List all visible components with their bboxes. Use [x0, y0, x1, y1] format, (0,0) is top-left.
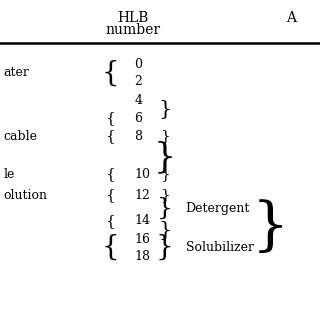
Text: 14: 14 [134, 214, 150, 227]
Text: 2: 2 [134, 75, 142, 88]
Text: 8: 8 [134, 130, 142, 142]
Text: 6: 6 [134, 112, 142, 125]
Text: 0: 0 [134, 58, 142, 70]
Text: }: } [154, 140, 176, 174]
Text: }: } [160, 188, 170, 202]
Text: }: } [160, 167, 170, 181]
Text: {: { [106, 129, 115, 143]
Text: }: } [252, 200, 289, 256]
Text: olution: olution [3, 189, 47, 202]
Text: {: { [106, 214, 115, 228]
Text: }: } [158, 100, 172, 119]
Text: Solubilizer: Solubilizer [186, 241, 253, 254]
Text: {: { [101, 60, 119, 86]
Text: cable: cable [3, 130, 37, 142]
Text: 4: 4 [134, 94, 142, 107]
Text: 16: 16 [134, 233, 150, 246]
Text: Detergent: Detergent [186, 202, 250, 215]
Text: }: } [156, 234, 174, 261]
Text: {: { [106, 188, 115, 202]
Text: }: } [157, 197, 173, 220]
Text: }: } [158, 220, 172, 240]
Text: A: A [286, 11, 296, 25]
Text: {: { [101, 234, 119, 261]
Text: }: } [160, 129, 170, 143]
Text: 10: 10 [134, 168, 150, 181]
Text: le: le [3, 168, 15, 181]
Text: 18: 18 [134, 250, 150, 262]
Text: {: { [106, 111, 115, 125]
Text: ater: ater [3, 66, 29, 78]
Text: HLB: HLB [117, 11, 148, 25]
Text: number: number [105, 23, 160, 37]
Text: {: { [106, 167, 115, 181]
Text: 12: 12 [134, 189, 150, 202]
